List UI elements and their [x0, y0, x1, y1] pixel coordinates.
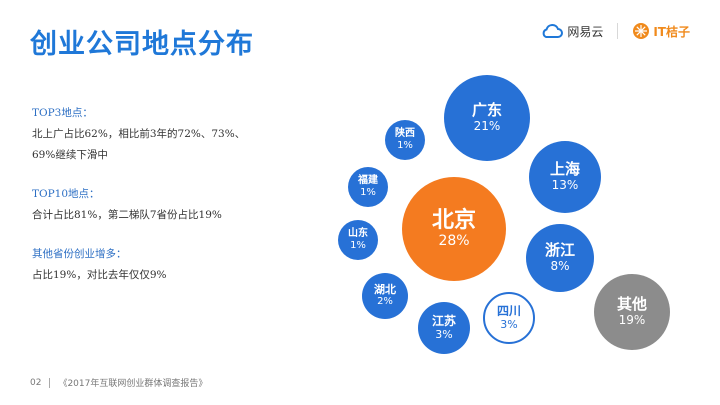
bubble-label: 四川: [496, 303, 521, 318]
footer: 02 《2017年互联网创业群体调查报告》: [30, 376, 207, 389]
bubble-label: 广东: [471, 101, 502, 120]
logo-group: 网易云 IT桔子: [540, 22, 690, 40]
bubble-value: 28%: [438, 233, 470, 250]
bubble-5: 其他 19%: [594, 274, 670, 350]
stat-block-top10: TOP10地点： 合计占比81%，第二梯队7省份占比19%: [32, 184, 292, 226]
bubble-value: 8%: [550, 259, 570, 274]
bubble-value: 13%: [551, 178, 579, 193]
bubble-value: 21%: [473, 119, 501, 134]
bubble-label: 江苏: [431, 313, 456, 328]
stat-block-top3: TOP3地点： 北上广占比62%，相比前3年的72%、73%、 69%继续下滑中: [32, 103, 292, 166]
page-title: 创业公司地点分布: [30, 29, 254, 60]
bubble-value: 3%: [500, 318, 518, 332]
bubble-label: 上海: [549, 160, 580, 179]
logo-divider: [617, 23, 619, 39]
cloud-icon: [542, 23, 564, 38]
netease-logo-text: 网易云: [567, 24, 604, 39]
stat-block-other: 其他省份创业增多： 占比19%，对比去年仅仅9%: [32, 244, 292, 286]
bubble-label: 福建: [358, 175, 378, 187]
bubble-value: 19%: [618, 313, 646, 328]
bubble-value: 2%: [377, 296, 393, 308]
bubble-10: 福建 1%: [348, 167, 388, 207]
bubble-label: 山东: [348, 228, 368, 240]
bubble-value: 1%: [360, 186, 376, 198]
bubble-2: 广东 21%: [444, 75, 530, 161]
stat-line: 合计占比81%，第二梯队7省份占比19%: [32, 209, 222, 221]
stat-heading: TOP10地点：: [32, 188, 100, 200]
stat-heading: TOP3地点：: [32, 107, 93, 119]
footer-divider: [49, 377, 51, 388]
bubble-3: 上海 13%: [529, 141, 601, 213]
netease-logo: 网易云: [540, 23, 603, 40]
report-source: 《2017年互联网创业群体调查报告》: [58, 379, 208, 389]
bubble-label: 其他: [616, 295, 647, 314]
page-number: 02: [30, 377, 42, 388]
bubble-value: 1%: [350, 239, 366, 251]
bubble-7: 江苏 3%: [418, 302, 470, 354]
stat-line: 占比19%，对比去年仅仅9%: [32, 269, 167, 281]
bubble-8: 湖北 2%: [362, 273, 408, 319]
bubble-6: 四川 3%: [483, 292, 535, 344]
stat-line: 69%继续下滑中: [32, 149, 108, 161]
bubble-9: 山东 1%: [338, 220, 378, 260]
itjuzi-logo-text: IT桔子: [653, 24, 690, 39]
bubble-label: 浙江: [544, 241, 575, 260]
bubble-4: 浙江 8%: [526, 224, 594, 292]
bubble-value: 1%: [397, 139, 413, 151]
bubble-label: 北京: [431, 207, 476, 233]
itjuzi-logo: IT桔子: [632, 22, 690, 40]
stat-heading: 其他省份创业增多：: [32, 248, 127, 260]
bubble-1: 北京 28%: [402, 177, 506, 281]
bubble-label: 湖北: [374, 282, 396, 296]
bubble-value: 3%: [435, 328, 453, 342]
stats-panel: TOP3地点： 北上广占比62%，相比前3年的72%、73%、 69%继续下滑中…: [32, 103, 292, 304]
stat-line: 北上广占比62%，相比前3年的72%、73%、: [32, 128, 246, 140]
bubble-label: 陕西: [395, 128, 415, 140]
orange-icon: [633, 23, 650, 39]
bubble-11: 陕西 1%: [385, 120, 425, 160]
